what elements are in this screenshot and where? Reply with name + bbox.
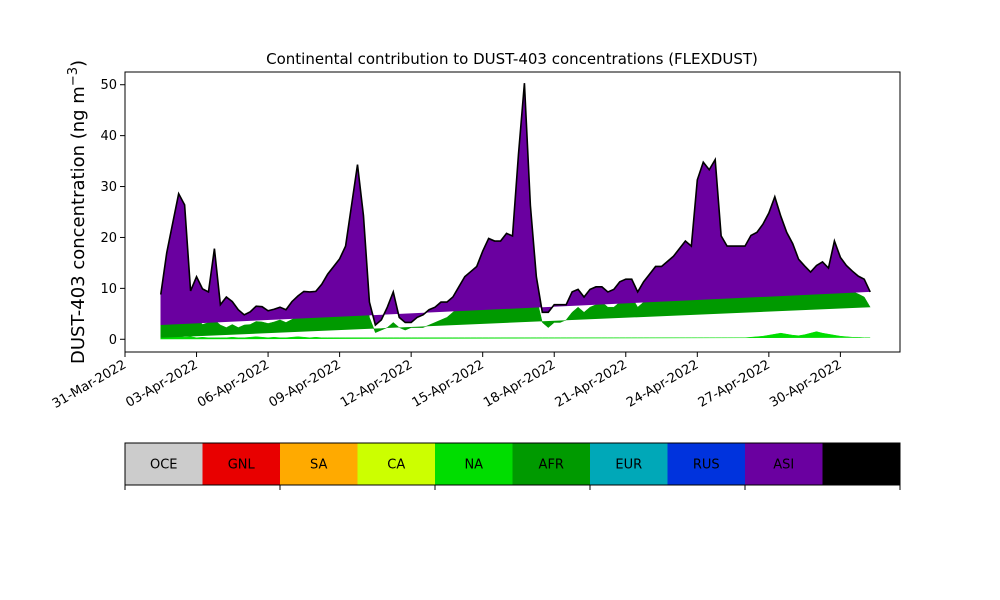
x-tick-label: 27-Apr-2022 xyxy=(696,357,773,410)
x-tick-label: 15-Apr-2022 xyxy=(410,357,487,410)
legend-swatch-eur xyxy=(590,443,668,485)
y-tick-label: 40 xyxy=(100,129,117,144)
legend-label-rus: RUS xyxy=(693,458,720,473)
legend-frame xyxy=(124,442,901,486)
legend-swatch-sa xyxy=(280,443,358,485)
x-tick-label: 24-Apr-2022 xyxy=(624,357,701,410)
y-tick-label: 0 xyxy=(109,333,117,348)
y-axis-label-unit-exponent: −3 xyxy=(66,67,81,86)
plot-frame xyxy=(124,71,901,353)
y-axis: 0 10 20 30 40 50 xyxy=(100,78,125,348)
x-tick-label: 30-Apr-2022 xyxy=(767,357,844,410)
chart-title: Continental contribution to DUST-403 con… xyxy=(266,50,758,68)
y-tick-label: 10 xyxy=(100,282,117,297)
x-tick-label: 31-Mar-2022 xyxy=(50,357,129,411)
legend-swatch-gnl xyxy=(202,443,280,485)
total-concentration-line xyxy=(159,83,871,327)
legend-label-sa: SA xyxy=(310,458,327,473)
stacked-areas xyxy=(159,83,871,340)
x-tick-label: 06-Apr-2022 xyxy=(195,357,272,410)
legend-label-gnl: GNL xyxy=(228,458,256,473)
legend-label-eur: EUR xyxy=(615,458,642,473)
x-tick-label: 03-Apr-2022 xyxy=(123,357,200,410)
y-tick-label: 20 xyxy=(100,231,117,246)
legend-swatch-na xyxy=(435,443,513,485)
y-axis-label: DUST-403 concentration (ng m−3) xyxy=(66,60,89,364)
legend-label-ca: CA xyxy=(387,458,405,473)
y-tick-label: 30 xyxy=(100,180,117,195)
x-tick-label: 09-Apr-2022 xyxy=(266,357,343,410)
y-axis-label-close: ) xyxy=(68,60,89,67)
area-series-na xyxy=(160,331,871,340)
legend-swatch-asi xyxy=(745,443,823,485)
legend-swatch-afr xyxy=(512,443,590,485)
legend-label-asi: ASI xyxy=(773,458,794,473)
x-axis: 31-Mar-202203-Apr-202206-Apr-202209-Apr-… xyxy=(50,352,844,412)
legend-label-aus: AUS xyxy=(848,458,875,473)
x-tick-label: 12-Apr-2022 xyxy=(338,357,415,410)
y-axis-label-main: DUST-403 concentration (ng m xyxy=(68,86,89,364)
svg-text:DUST-403 concentration (ng m−3: DUST-403 concentration (ng m−3) xyxy=(66,60,89,364)
legend-label-oce: OCE xyxy=(150,458,178,473)
legend-swatch-rus xyxy=(667,443,745,485)
x-tick-label: 18-Apr-2022 xyxy=(481,357,558,410)
legend: OCE GNL SA CA NA AFR EUR RUS ASI AUS xyxy=(124,442,901,490)
legend-swatch-aus xyxy=(822,443,900,485)
x-tick-label: 21-Apr-2022 xyxy=(553,357,630,410)
legend-label-afr: AFR xyxy=(539,458,564,473)
legend-swatch-ca xyxy=(357,443,435,485)
legend-label-na: NA xyxy=(464,458,483,473)
legend-swatch-oce xyxy=(125,443,203,485)
y-tick-label: 50 xyxy=(100,78,117,93)
